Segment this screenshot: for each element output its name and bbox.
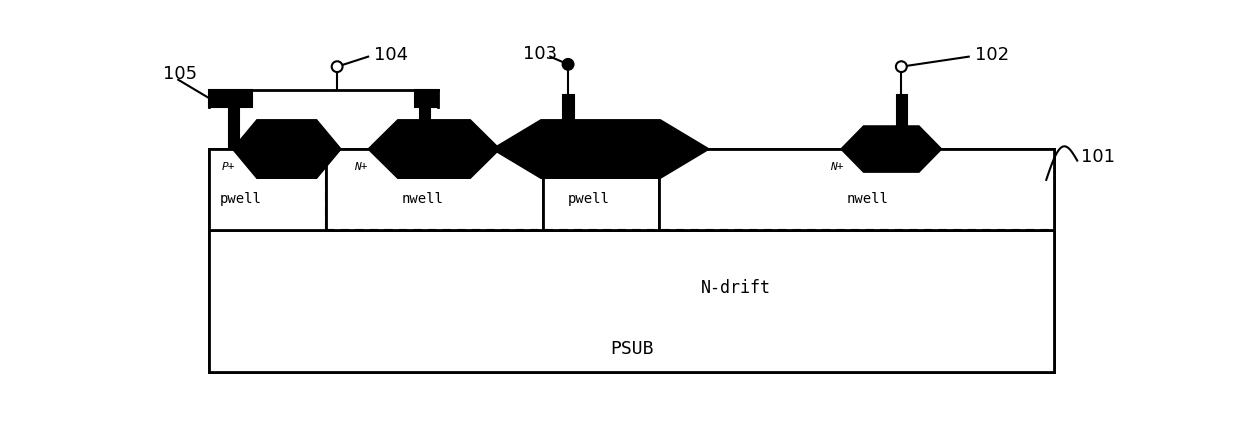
Bar — [210, 90, 252, 106]
Bar — [210, 149, 325, 230]
Text: 101: 101 — [1081, 148, 1115, 166]
Circle shape — [895, 61, 906, 72]
Circle shape — [332, 61, 342, 72]
Text: N-drift: N-drift — [702, 279, 771, 297]
Bar — [420, 95, 430, 149]
Bar — [210, 149, 1054, 372]
Bar — [325, 149, 543, 230]
Bar — [543, 149, 658, 230]
Polygon shape — [233, 120, 341, 178]
Text: nwell: nwell — [402, 192, 444, 206]
Bar — [897, 95, 906, 149]
Polygon shape — [841, 126, 941, 172]
Polygon shape — [492, 120, 709, 178]
Text: 103: 103 — [523, 45, 557, 63]
Bar — [414, 90, 438, 106]
Text: 104: 104 — [373, 46, 408, 64]
Circle shape — [563, 59, 573, 70]
Text: PSUB: PSUB — [610, 340, 653, 358]
Text: N+: N+ — [353, 162, 367, 172]
Bar — [210, 230, 1054, 372]
Text: pwell: pwell — [219, 192, 262, 206]
Bar — [228, 95, 238, 149]
Bar — [563, 95, 573, 149]
Text: P+: P+ — [549, 162, 563, 172]
Bar — [658, 149, 1054, 230]
Text: P+: P+ — [222, 162, 236, 172]
Text: 102: 102 — [975, 46, 1009, 64]
Text: N+: N+ — [831, 162, 843, 172]
Text: pwell: pwell — [568, 192, 610, 206]
Text: 105: 105 — [162, 66, 197, 83]
Polygon shape — [368, 120, 500, 178]
Text: nwell: nwell — [847, 192, 889, 206]
